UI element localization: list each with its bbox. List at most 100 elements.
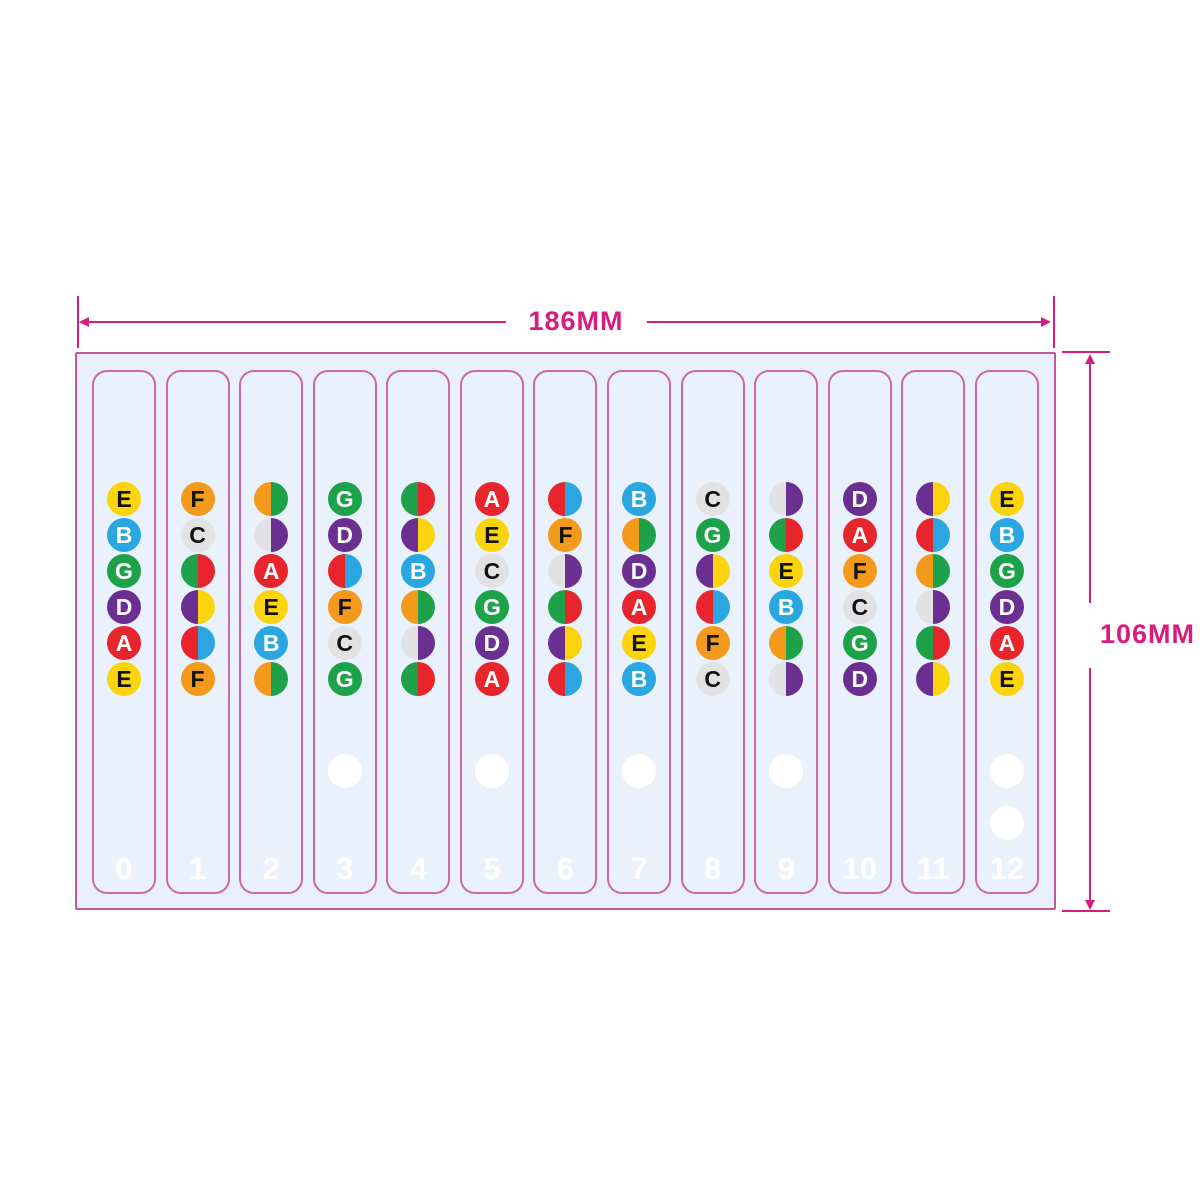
height-arrowhead-top — [1085, 354, 1095, 364]
note-dot-D: D — [107, 590, 141, 624]
note-dot-F: F — [695, 626, 730, 660]
note-dot-Dsharp — [916, 482, 951, 516]
width-extension-line-right — [1053, 296, 1055, 348]
note-dot-Csharp — [916, 590, 951, 624]
fret-number: 0 — [115, 851, 133, 886]
fret-number: 3 — [336, 851, 354, 886]
fret-marker-dot — [989, 754, 1024, 788]
note-dot-C: C — [180, 518, 215, 552]
note-dot-Gsharp — [769, 518, 804, 552]
note-dot-B: B — [622, 662, 657, 696]
fret-marker-dot — [622, 754, 657, 788]
note-dot-Fsharp — [254, 662, 289, 696]
note-dot-Csharp — [401, 626, 436, 660]
note-dot-Asharp — [180, 626, 215, 660]
width-dimension-line-left — [89, 321, 506, 323]
height-arrowhead-bottom — [1085, 900, 1095, 910]
note-dot-E: E — [769, 554, 804, 588]
fret-number: 4 — [409, 851, 427, 886]
width-arrowhead-right — [1041, 317, 1051, 327]
note-dot-D: D — [842, 482, 877, 516]
note-dot-D: D — [327, 518, 362, 552]
note-dot-Dsharp — [916, 662, 951, 696]
note-dot-B: B — [622, 482, 657, 516]
note-dot-C: C — [842, 590, 877, 624]
width-dimension-label: 186MM — [528, 306, 624, 336]
fret-marker-dot — [327, 754, 362, 788]
fret-number: 7 — [630, 851, 648, 886]
fret-marker-dot — [769, 754, 804, 788]
note-dot-G: G — [474, 590, 509, 624]
note-dot-C: C — [695, 482, 730, 516]
note-dot-A: A — [474, 662, 509, 696]
note-dot-B: B — [989, 518, 1024, 552]
note-dot-Fsharp — [401, 590, 436, 624]
note-dot-F: F — [548, 518, 583, 552]
note-dot-C: C — [327, 626, 362, 660]
fret-number: 12 — [989, 851, 1025, 886]
width-dimension-line-right — [647, 321, 1041, 323]
note-dot-G: G — [842, 626, 877, 660]
note-dot-G: G — [989, 554, 1024, 588]
note-dot-Asharp — [548, 662, 583, 696]
note-dot-C: C — [695, 662, 730, 696]
width-arrowhead-left — [79, 317, 89, 327]
note-dot-Gsharp — [401, 482, 436, 516]
note-dot-A: A — [622, 590, 657, 624]
note-dot-C: C — [474, 554, 509, 588]
note-dot-E: E — [107, 482, 141, 516]
height-extension-line-bottom — [1062, 910, 1110, 912]
note-dot-B: B — [254, 626, 289, 660]
note-dot-Csharp — [254, 518, 289, 552]
note-dot-Asharp — [327, 554, 362, 588]
note-dot-Csharp — [769, 482, 804, 516]
note-dot-Asharp — [916, 518, 951, 552]
note-dot-D: D — [474, 626, 509, 660]
note-dot-F: F — [180, 662, 215, 696]
height-dimension-label: 106MM — [1100, 619, 1196, 649]
note-dot-B: B — [107, 518, 141, 552]
note-dot-E: E — [254, 590, 289, 624]
note-dot-F: F — [327, 590, 362, 624]
note-dot-B: B — [769, 590, 804, 624]
width-extension-line-left — [77, 296, 79, 348]
fret-number: 10 — [842, 851, 878, 886]
note-dot-Dsharp — [180, 590, 215, 624]
fret-number: 6 — [556, 851, 575, 886]
note-dot-A: A — [474, 482, 509, 516]
note-dot-E: E — [474, 518, 509, 552]
note-dot-E: E — [989, 662, 1024, 696]
fret-number: 8 — [704, 851, 722, 886]
fret-number: 5 — [483, 851, 501, 886]
fret-marker-dot — [474, 754, 509, 788]
note-dot-Dsharp — [548, 626, 583, 660]
note-dot-Fsharp — [254, 482, 289, 516]
note-dot-stack: B — [388, 482, 448, 696]
note-dot-G: G — [107, 554, 141, 588]
note-dot-A: A — [989, 626, 1024, 660]
note-dot-E: E — [107, 662, 141, 696]
note-dot-F: F — [842, 554, 877, 588]
note-dot-Gsharp — [180, 554, 215, 588]
note-dot-Gsharp — [548, 590, 583, 624]
note-dot-G: G — [695, 518, 730, 552]
note-dot-Dsharp — [401, 518, 436, 552]
note-dot-Gsharp — [916, 626, 951, 660]
note-dot-G: G — [327, 662, 362, 696]
note-dot-D: D — [622, 554, 657, 588]
